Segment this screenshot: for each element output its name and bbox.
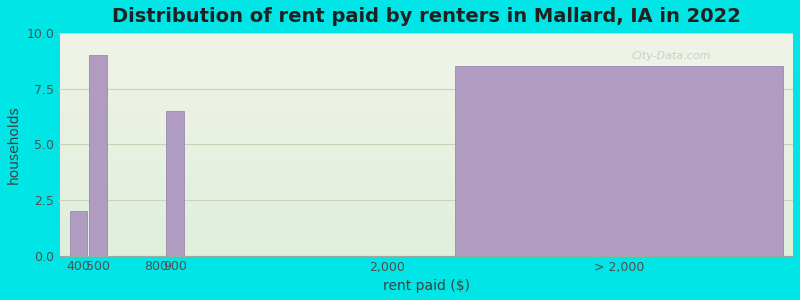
Bar bbox=[166, 111, 184, 256]
X-axis label: rent paid ($): rent paid ($) bbox=[382, 279, 470, 293]
Bar bbox=[89, 55, 106, 256]
Y-axis label: households: households bbox=[7, 105, 21, 184]
Bar bbox=[455, 66, 783, 256]
Text: City-Data.com: City-Data.com bbox=[632, 51, 711, 61]
Title: Distribution of rent paid by renters in Mallard, IA in 2022: Distribution of rent paid by renters in … bbox=[112, 7, 741, 26]
Bar bbox=[70, 211, 87, 256]
